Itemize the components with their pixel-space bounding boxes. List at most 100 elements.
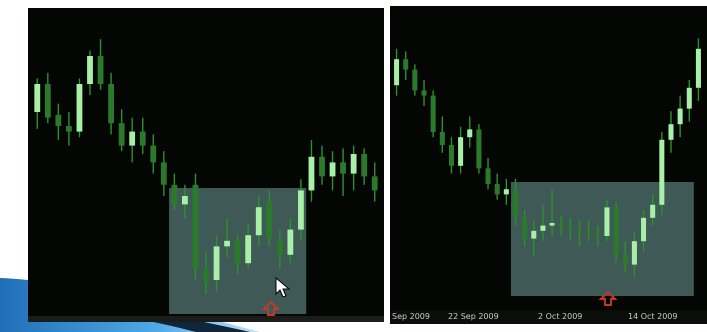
candle: [686, 80, 692, 122]
candle-body: [540, 225, 546, 231]
candle-body: [139, 131, 146, 146]
candle: [340, 148, 346, 196]
highlight-region: [510, 182, 694, 296]
candle-body: [276, 240, 283, 255]
candle-body: [76, 84, 83, 132]
candle-body: [448, 145, 454, 166]
candle: [234, 235, 241, 275]
candle: [677, 95, 683, 138]
candle: [287, 218, 294, 264]
candle-body: [329, 162, 336, 177]
candle-body: [171, 184, 178, 205]
candle: [641, 210, 647, 252]
candle-body: [494, 184, 500, 195]
candle-body: [298, 190, 304, 230]
candle-body: [66, 126, 72, 132]
candle: [44, 72, 51, 124]
candle-body: [255, 207, 262, 236]
candle-body: [44, 84, 51, 118]
candle-body: [430, 95, 436, 132]
candle: [467, 116, 473, 148]
candle-body: [503, 189, 509, 195]
date-tick-label: 22 Sep 2009: [448, 312, 499, 321]
candle: [576, 220, 583, 247]
candle-body: [34, 84, 41, 112]
candle-body: [160, 162, 167, 185]
candle: [485, 158, 491, 190]
candle: [213, 235, 220, 292]
candle-body: [394, 59, 400, 86]
candle-body: [55, 114, 62, 126]
candle-body: [150, 145, 157, 163]
red-up-arrow-icon: [261, 300, 281, 316]
candle: [55, 103, 62, 140]
candle-body: [631, 241, 637, 265]
candle-body: [182, 196, 188, 205]
candle-body: [203, 268, 209, 283]
candle-body: [613, 207, 619, 255]
candle-body: [371, 176, 378, 191]
candle: [668, 111, 674, 153]
candle: [371, 162, 378, 202]
candle: [458, 126, 464, 174]
candle: [695, 38, 701, 101]
right-date-axis: Sep 2009 22 Sep 2009 2 Oct 2009 14 Oct 2…: [390, 310, 707, 324]
date-tick-label: 2 Oct 2009: [538, 312, 583, 321]
candle-body: [421, 90, 427, 96]
candle: [266, 190, 273, 247]
candle: [512, 178, 519, 226]
candle: [139, 117, 146, 154]
candle: [66, 112, 72, 146]
candle-body: [622, 254, 628, 265]
candle: [182, 184, 188, 219]
candle-body: [129, 131, 136, 146]
candle: [439, 116, 445, 153]
candle: [503, 178, 509, 205]
candle: [298, 179, 304, 241]
candle: [494, 173, 500, 200]
candle: [448, 137, 454, 174]
candle: [531, 220, 537, 257]
candle: [255, 196, 262, 247]
left-date-axis-strip: [28, 316, 384, 322]
candle: [595, 225, 601, 247]
candle: [586, 220, 592, 242]
candle-body: [576, 228, 583, 231]
candle: [604, 199, 610, 242]
candle-body: [287, 229, 294, 255]
candle: [76, 78, 83, 138]
candle-body: [340, 162, 346, 174]
right-chart-panel: Sep 2009 22 Sep 2009 2 Oct 2009 14 Oct 2…: [390, 6, 707, 324]
candle-body: [350, 154, 357, 174]
candle: [97, 39, 104, 90]
candle-body: [213, 246, 220, 280]
candle-body: [650, 204, 656, 218]
left-chart-panel: [28, 8, 384, 322]
candle-body: [458, 137, 464, 166]
candle: [203, 252, 209, 294]
candle-body: [485, 168, 491, 184]
candle: [118, 109, 125, 152]
candle-body: [319, 156, 325, 177]
candle: [567, 217, 573, 242]
candle: [549, 189, 555, 236]
candle-body: [439, 132, 445, 145]
mouse-pointer-icon: [275, 276, 291, 298]
candle: [659, 132, 665, 216]
candle-body: [224, 240, 230, 247]
candle-body: [118, 123, 125, 146]
candle-body: [476, 129, 482, 169]
candle-body: [558, 223, 564, 226]
candle: [87, 50, 93, 96]
candle: [350, 145, 357, 191]
candle: [224, 218, 230, 258]
candle-body: [108, 84, 114, 124]
candle-body: [522, 217, 528, 239]
left-candlestick-chart: [34, 39, 378, 316]
date-tick-label: 14 Oct 2009: [628, 312, 678, 321]
candle: [108, 72, 114, 135]
candle: [150, 134, 157, 174]
candle-body: [403, 59, 409, 70]
candle-body: [604, 207, 610, 236]
